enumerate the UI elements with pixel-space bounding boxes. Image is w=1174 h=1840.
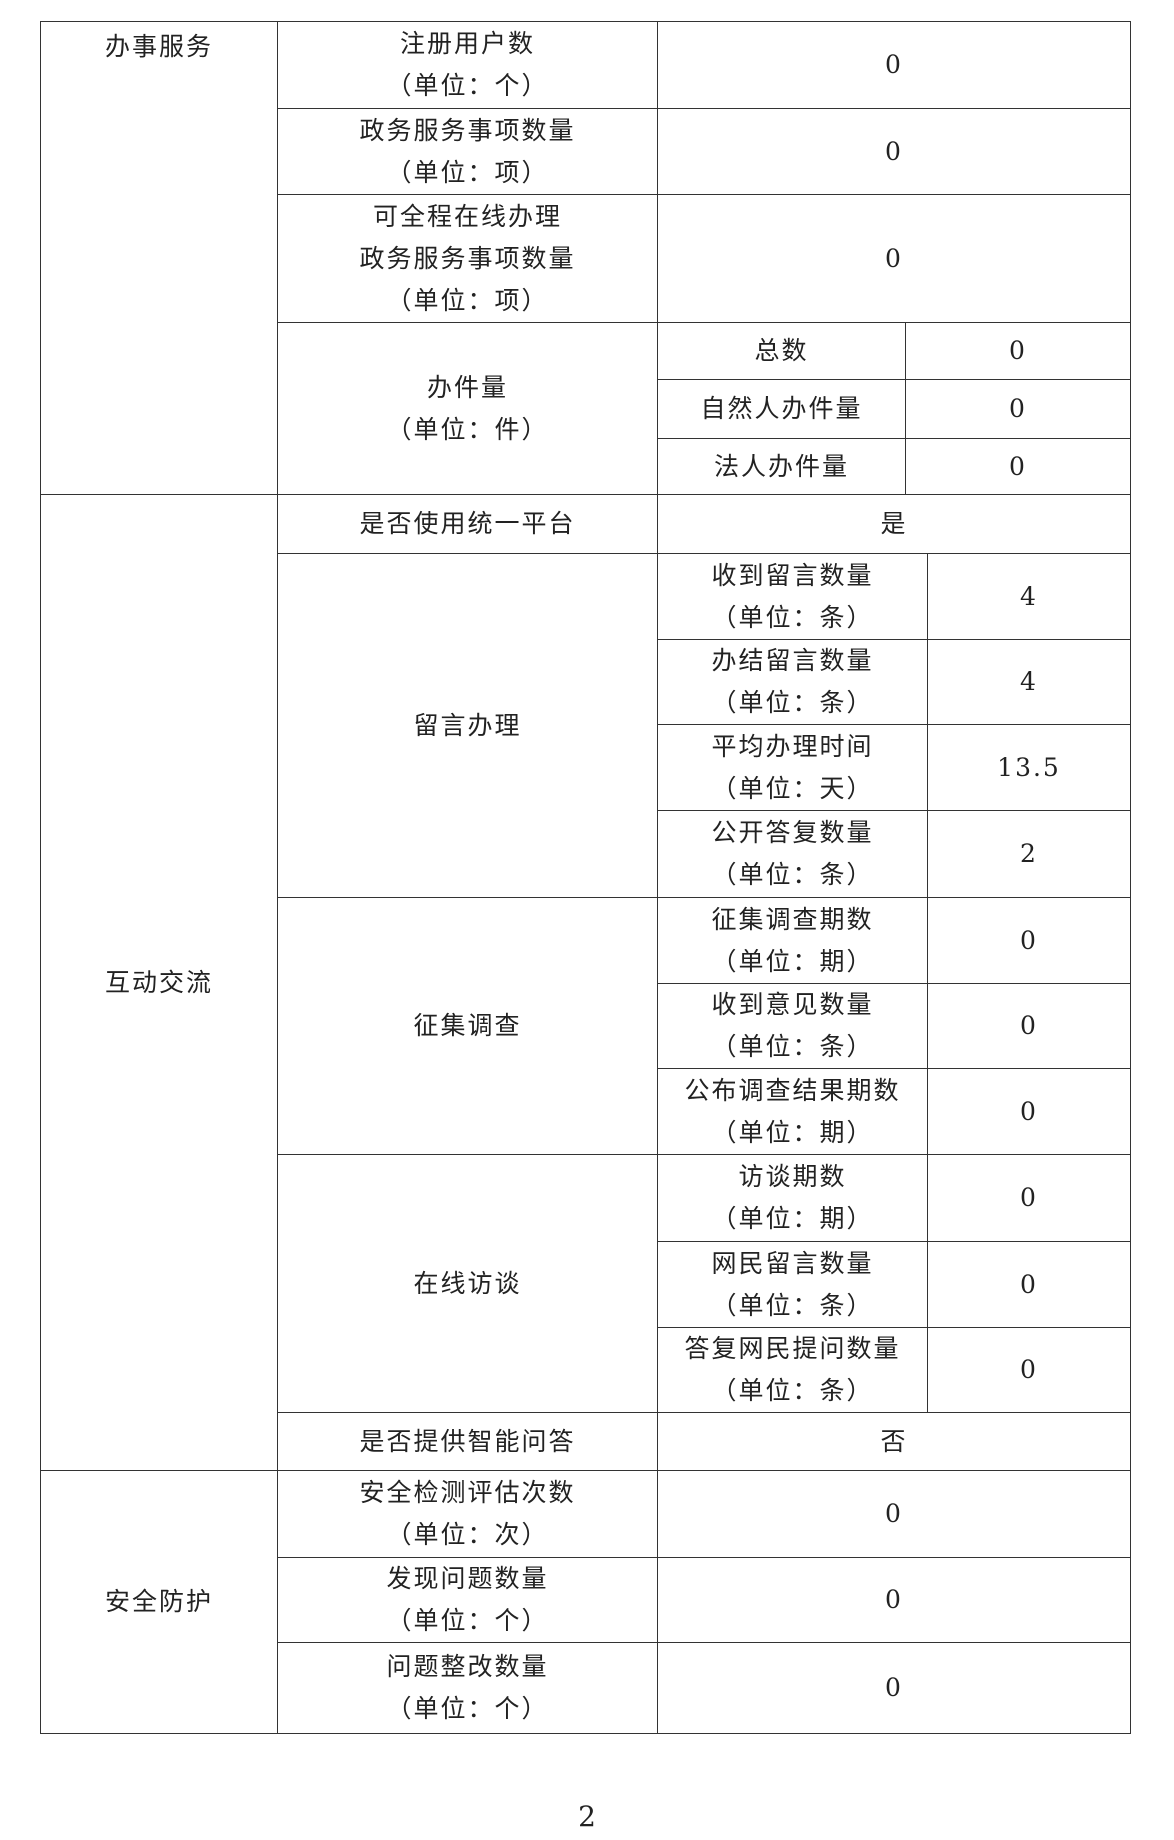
- sub-value: 4: [926, 553, 1132, 640]
- row-label: 注册用户数 （单位：个）: [277, 21, 658, 109]
- section-service: 办事服务: [40, 21, 278, 495]
- row-value: 0: [656, 1642, 1132, 1734]
- section-interaction: 互动交流: [40, 494, 278, 1471]
- cases-label: 办件量 （单位：件）: [277, 322, 658, 495]
- page-number: 2: [578, 1800, 596, 1833]
- row-label: 发现问题数量 （单位：个）: [277, 1557, 658, 1643]
- row-value: 否: [656, 1412, 1132, 1471]
- sub-value: 0: [904, 379, 1132, 439]
- sub-label: 公开答复数量 （单位：条）: [657, 810, 928, 898]
- sub-value: 0: [926, 897, 1132, 984]
- sub-label: 征集调查期数 （单位：期）: [657, 897, 928, 984]
- survey-label: 征集调查: [277, 897, 658, 1155]
- sub-value: 0: [926, 1241, 1132, 1328]
- row-value: 0: [656, 1557, 1132, 1643]
- sub-value: 0: [926, 1154, 1132, 1242]
- sub-value: 2: [926, 810, 1132, 898]
- row-label: 可全程在线办理 政务服务事项数量 （单位：项）: [277, 194, 658, 323]
- row-value: 0: [656, 21, 1132, 109]
- row-label: 安全检测评估次数 （单位：次）: [277, 1470, 658, 1558]
- row-value: 0: [656, 194, 1132, 323]
- row-label: 是否提供智能问答: [277, 1412, 658, 1471]
- sub-value: 0: [904, 438, 1132, 495]
- sub-label: 答复网民提问数量 （单位：条）: [657, 1327, 928, 1413]
- section-security: 安全防护: [40, 1470, 278, 1734]
- sub-label: 自然人办件量: [657, 379, 906, 439]
- row-label: 问题整改数量 （单位：个）: [277, 1642, 658, 1734]
- sub-label: 访谈期数 （单位：期）: [657, 1154, 928, 1242]
- row-label: 是否使用统一平台: [277, 494, 658, 554]
- row-value: 是: [656, 494, 1132, 554]
- row-label: 政务服务事项数量 （单位：项）: [277, 108, 658, 195]
- sub-value: 0: [926, 1327, 1132, 1413]
- sub-value: 0: [904, 322, 1132, 380]
- sub-label: 收到意见数量 （单位：条）: [657, 983, 928, 1069]
- sub-value: 0: [926, 1068, 1132, 1155]
- row-value: 0: [656, 108, 1132, 195]
- interview-label: 在线访谈: [277, 1154, 658, 1413]
- row-value: 0: [656, 1470, 1132, 1558]
- sub-label: 收到留言数量 （单位：条）: [657, 553, 928, 640]
- sub-label: 网民留言数量 （单位：条）: [657, 1241, 928, 1328]
- sub-label: 总数: [657, 322, 906, 380]
- sub-label: 办结留言数量 （单位：条）: [657, 639, 928, 725]
- messages-label: 留言办理: [277, 553, 658, 898]
- sub-label: 法人办件量: [657, 438, 906, 495]
- sub-label: 公布调查结果期数 （单位：期）: [657, 1068, 928, 1155]
- sub-value: 4: [926, 639, 1132, 725]
- sub-value: 0: [926, 983, 1132, 1069]
- sub-value: 13.5: [926, 724, 1132, 811]
- statistics-table: 办事服务 注册用户数 （单位：个） 0 政务服务事项数量 （单位：项） 0 可全程在…: [40, 21, 1132, 1734]
- sub-label: 平均办理时间 （单位：天）: [657, 724, 928, 811]
